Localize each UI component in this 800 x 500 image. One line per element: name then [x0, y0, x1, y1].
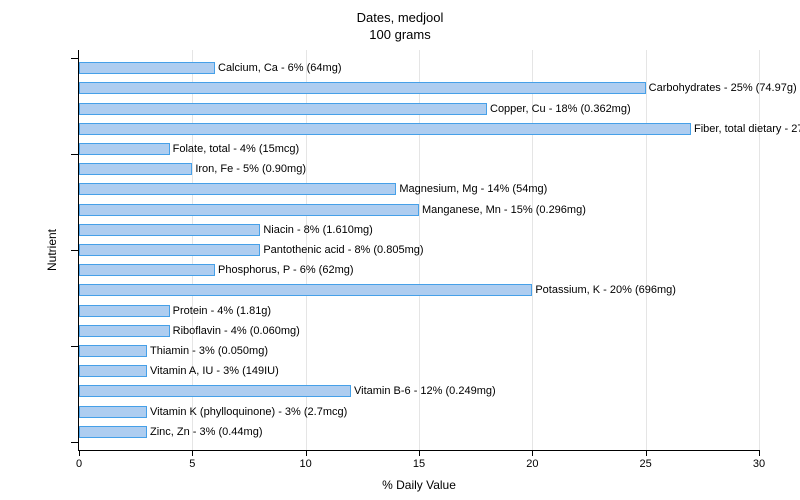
bar: Zinc, Zn - 3% (0.44mg)	[79, 426, 147, 438]
chart-title: Dates, medjool 100 grams	[0, 0, 800, 44]
plot-area: Nutrient % Daily Value 051015202530Calci…	[78, 50, 759, 451]
bar: Magnesium, Mg - 14% (54mg)	[79, 183, 396, 195]
bar: Protein - 4% (1.81g)	[79, 305, 170, 317]
bar-label: Iron, Fe - 5% (0.90mg)	[195, 163, 306, 175]
bar-label: Vitamin B-6 - 12% (0.249mg)	[354, 385, 496, 397]
bar: Calcium, Ca - 6% (64mg)	[79, 62, 215, 74]
x-tick-label: 20	[526, 458, 538, 470]
x-tick	[759, 450, 760, 456]
bar: Vitamin A, IU - 3% (149IU)	[79, 365, 147, 377]
bar-label: Vitamin A, IU - 3% (149IU)	[150, 365, 279, 377]
bar: Manganese, Mn - 15% (0.296mg)	[79, 204, 419, 216]
bar-label: Phosphorus, P - 6% (62mg)	[218, 264, 354, 276]
x-tick	[532, 450, 533, 456]
bar-label: Vitamin K (phylloquinone) - 3% (2.7mcg)	[150, 406, 347, 418]
y-axis-label: Nutrient	[45, 229, 59, 271]
bar-label: Potassium, K - 20% (696mg)	[535, 284, 676, 296]
y-tick	[71, 346, 79, 347]
title-line-1: Dates, medjool	[357, 10, 444, 25]
bar-label: Pantothenic acid - 8% (0.805mg)	[263, 244, 423, 256]
nutrient-bar-chart: Dates, medjool 100 grams Nutrient % Dail…	[0, 0, 800, 500]
bar-label: Niacin - 8% (1.610mg)	[263, 224, 372, 236]
bar: Fiber, total dietary - 27% (6.7g)	[79, 123, 691, 135]
bar-label: Calcium, Ca - 6% (64mg)	[218, 62, 341, 74]
x-tick	[306, 450, 307, 456]
bar: Potassium, K - 20% (696mg)	[79, 284, 532, 296]
bar: Folate, total - 4% (15mcg)	[79, 143, 170, 155]
y-tick	[71, 250, 79, 251]
bar-label: Manganese, Mn - 15% (0.296mg)	[422, 204, 586, 216]
bar-label: Copper, Cu - 18% (0.362mg)	[490, 103, 631, 115]
y-tick	[71, 58, 79, 59]
y-tick	[71, 154, 79, 155]
y-tick	[71, 442, 79, 443]
bar: Iron, Fe - 5% (0.90mg)	[79, 163, 192, 175]
gridline	[646, 50, 647, 450]
bar: Pantothenic acid - 8% (0.805mg)	[79, 244, 260, 256]
bar-label: Fiber, total dietary - 27% (6.7g)	[694, 123, 800, 135]
x-tick	[192, 450, 193, 456]
x-tick-label: 25	[640, 458, 652, 470]
x-tick-label: 5	[189, 458, 195, 470]
bar-label: Magnesium, Mg - 14% (54mg)	[399, 183, 547, 195]
bar-label: Folate, total - 4% (15mcg)	[173, 143, 300, 155]
bar: Copper, Cu - 18% (0.362mg)	[79, 103, 487, 115]
bar: Phosphorus, P - 6% (62mg)	[79, 264, 215, 276]
x-tick-label: 15	[413, 458, 425, 470]
x-tick	[419, 450, 420, 456]
bar: Niacin - 8% (1.610mg)	[79, 224, 260, 236]
x-tick	[79, 450, 80, 456]
bar-label: Riboflavin - 4% (0.060mg)	[173, 325, 300, 337]
bar: Thiamin - 3% (0.050mg)	[79, 345, 147, 357]
bar: Carbohydrates - 25% (74.97g)	[79, 82, 646, 94]
bar-label: Zinc, Zn - 3% (0.44mg)	[150, 426, 262, 438]
bar: Riboflavin - 4% (0.060mg)	[79, 325, 170, 337]
bar: Vitamin K (phylloquinone) - 3% (2.7mcg)	[79, 406, 147, 418]
title-line-2: 100 grams	[369, 27, 430, 42]
bar: Vitamin B-6 - 12% (0.249mg)	[79, 385, 351, 397]
bar-label: Protein - 4% (1.81g)	[173, 305, 271, 317]
x-tick	[646, 450, 647, 456]
bar-label: Carbohydrates - 25% (74.97g)	[649, 82, 797, 94]
x-tick-label: 10	[300, 458, 312, 470]
x-tick-label: 0	[76, 458, 82, 470]
x-tick-label: 30	[753, 458, 765, 470]
x-axis-label: % Daily Value	[382, 478, 456, 492]
bar-label: Thiamin - 3% (0.050mg)	[150, 345, 268, 357]
gridline	[759, 50, 760, 450]
